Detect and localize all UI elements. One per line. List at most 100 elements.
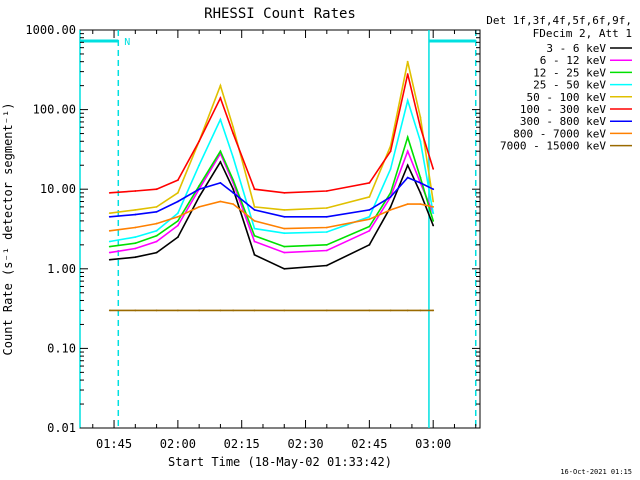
data-point [283,309,286,312]
data-point [198,140,201,143]
data-point [253,234,256,237]
night-label: N [124,37,130,48]
data-point [176,309,179,312]
series-line [109,73,434,194]
legend-label: 3 - 6 keV [546,42,606,55]
data-point [198,188,201,191]
data-point [198,309,201,312]
data-point [198,205,201,208]
series-layer [108,60,435,312]
data-point [219,161,222,163]
legend-label: 100 - 300 keV [520,103,606,116]
data-point [253,219,256,222]
data-point [432,219,435,222]
data-point [325,231,328,233]
data-point [108,309,111,312]
data-point [176,200,179,203]
data-point [176,236,179,239]
data-point [134,213,137,216]
y-tick-label: 1000.00 [25,23,76,37]
data-point [232,126,235,129]
data-point [406,136,409,139]
data-point [253,309,256,312]
data-point [325,207,328,209]
data-point [432,309,435,312]
data-point [155,234,158,237]
chart-title: RHESSI Count Rates [204,6,356,22]
data-point [283,215,286,218]
x-axis-label: Start Time (18-May-02 01:33:42) [168,455,392,469]
y-tick-label: 1.00 [47,262,76,276]
legend-label: 800 - 7000 keV [513,127,606,140]
data-point [368,243,371,246]
data-point [389,150,392,153]
data-point [108,258,111,261]
data-point [219,97,222,99]
legend-label: 12 - 25 keV [533,66,606,79]
data-point [406,60,409,63]
legend-label: 7000 - 15000 keV [500,140,606,153]
data-point [325,190,328,192]
data-point [389,309,392,312]
data-point [419,203,422,205]
data-point [155,210,158,213]
data-point [176,215,179,218]
data-point [368,196,371,198]
data-point [406,164,409,167]
data-point [219,200,222,203]
overlay-layer: N [79,30,477,428]
x-tick-label: 02:30 [287,437,323,451]
data-point [283,251,286,254]
data-point [368,229,371,232]
data-point [108,215,111,218]
data-point [389,208,392,211]
data-point [389,196,392,198]
legend-header-line-2: FDecim 2, Att 1 [533,27,632,40]
data-point [198,185,201,187]
data-point [368,218,371,221]
y-tick-label: 0.10 [47,341,76,355]
data-point [283,191,286,194]
data-point [406,150,409,153]
data-point [432,188,435,191]
legend-label: 50 - 100 keV [527,91,607,104]
data-point [325,309,328,312]
data-point [325,215,328,218]
data-point [198,164,201,167]
data-point [325,249,328,252]
series-line [109,160,434,270]
data-point [253,205,256,208]
data-point [108,212,111,215]
data-point [232,179,235,182]
data-point [406,73,409,75]
series-line [109,97,434,243]
data-point [134,247,137,250]
data-point [155,222,158,225]
data-point [232,203,235,205]
x-tick-label: 02:00 [160,437,196,451]
data-point [176,224,179,227]
data-point [432,205,435,208]
data-point [283,245,286,248]
data-point [419,191,422,194]
data-point [155,309,158,312]
legend-header-line-1: Det 1f,3f,4f,5f,6f,9f, [486,14,632,27]
data-point [325,226,328,229]
legend: Det 1f,3f,4f,5f,6f,9f, FDecim 2, Att 1 3… [486,14,632,153]
data-point [108,251,111,254]
y-tick-label: 10.00 [40,182,76,196]
data-point [219,309,222,312]
x-tick-label: 02:15 [224,437,260,451]
data-point [155,240,158,243]
data-point [325,264,328,267]
data-point [176,212,179,215]
data-point [134,208,137,211]
data-point [419,140,422,143]
data-point [368,215,371,218]
data-point [283,232,286,235]
data-point [432,224,435,227]
data-point [406,99,409,102]
data-point [253,227,256,230]
data-point [406,176,409,179]
data-point [232,132,235,135]
